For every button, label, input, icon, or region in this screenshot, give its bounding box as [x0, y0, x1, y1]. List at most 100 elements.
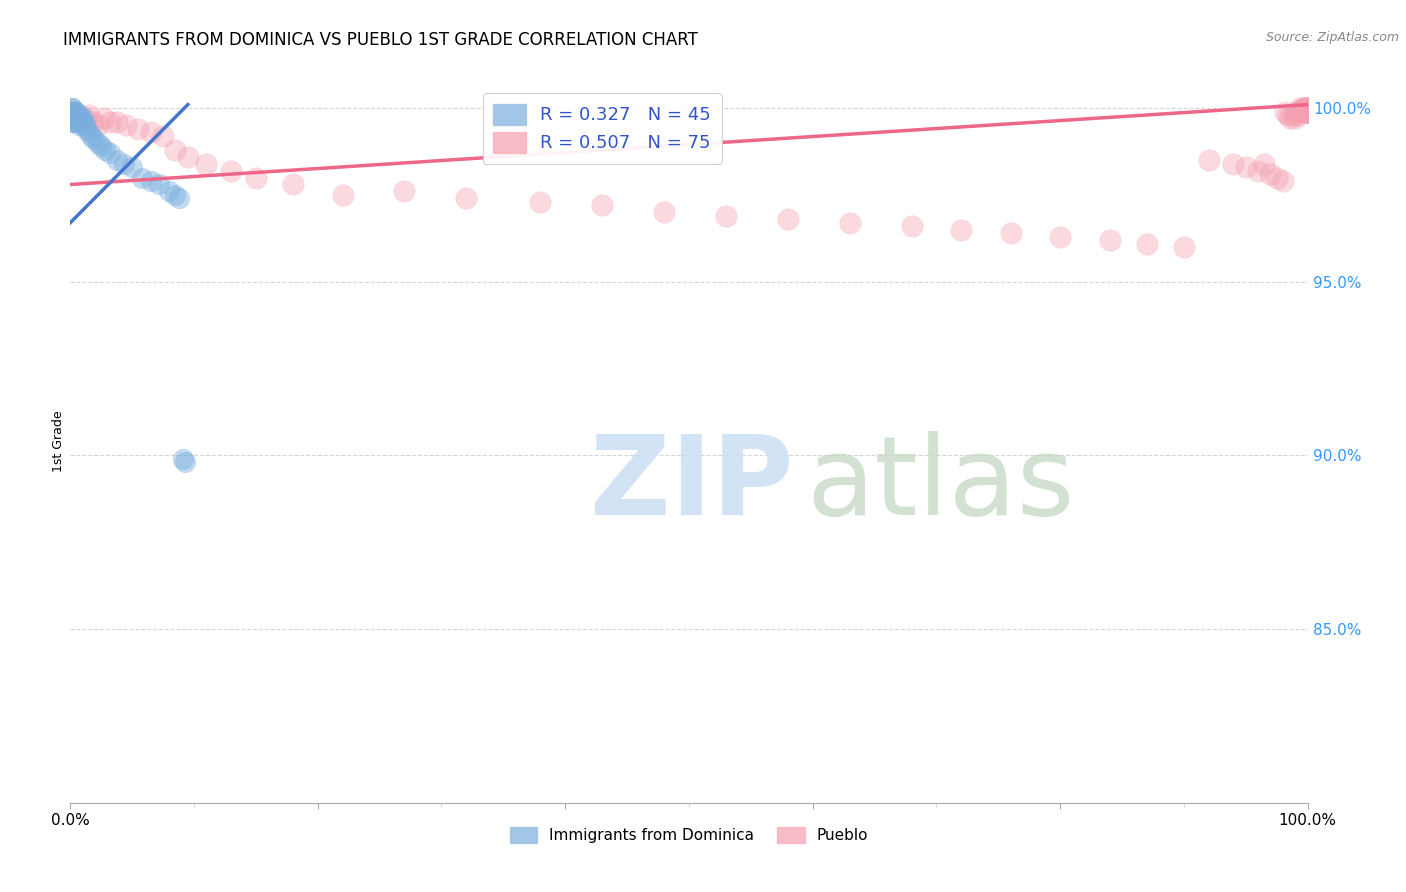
Point: [67, 108, 90, 122]
Point: [167, 191, 190, 205]
Point: [1253, 156, 1275, 170]
Point: [105, 153, 128, 168]
Point: [98, 115, 121, 129]
Point: [219, 163, 242, 178]
Point: [1265, 170, 1288, 185]
Point: [63, 115, 86, 129]
Point: [69, 112, 91, 126]
Point: [1296, 101, 1319, 115]
Point: [1296, 101, 1319, 115]
Point: [1260, 167, 1282, 181]
Point: [152, 128, 174, 143]
Point: [60, 115, 83, 129]
Point: [75, 119, 97, 133]
Point: [714, 209, 737, 223]
Point: [121, 160, 143, 174]
Point: [177, 150, 200, 164]
Point: [172, 451, 194, 466]
Point: [112, 156, 135, 170]
Point: [59, 104, 82, 119]
Point: [83, 132, 105, 146]
Point: [1136, 236, 1159, 251]
Point: [65, 112, 87, 126]
Point: [950, 222, 973, 236]
Point: [1049, 229, 1071, 244]
Point: [65, 112, 87, 126]
Point: [1000, 226, 1022, 240]
Point: [165, 143, 187, 157]
Point: [62, 112, 84, 126]
Point: [70, 115, 93, 129]
Point: [60, 104, 83, 119]
Point: [1286, 108, 1309, 122]
Point: [1274, 104, 1296, 119]
Point: [98, 146, 121, 161]
Point: [195, 156, 218, 170]
Point: [62, 108, 84, 122]
Point: [1296, 104, 1319, 119]
Point: [1234, 160, 1257, 174]
Point: [1296, 101, 1319, 115]
Point: [838, 216, 860, 230]
Point: [67, 108, 90, 122]
Point: [157, 185, 180, 199]
Text: IMMIGRANTS FROM DOMINICA VS PUEBLO 1ST GRADE CORRELATION CHART: IMMIGRANTS FROM DOMINICA VS PUEBLO 1ST G…: [63, 31, 699, 49]
Point: [60, 101, 83, 115]
Point: [1296, 101, 1319, 115]
Point: [82, 115, 104, 129]
Point: [62, 108, 84, 122]
Point: [1292, 104, 1315, 119]
Point: [1173, 240, 1195, 254]
Point: [148, 178, 170, 192]
Point: [60, 108, 83, 122]
Point: [1098, 233, 1121, 247]
Point: [394, 185, 416, 199]
Point: [1222, 156, 1244, 170]
Point: [1288, 104, 1310, 119]
Point: [1285, 104, 1308, 119]
Point: [60, 104, 83, 119]
Point: [1291, 104, 1313, 119]
Point: [776, 212, 799, 227]
Point: [70, 115, 93, 129]
Point: [1296, 101, 1319, 115]
Point: [86, 119, 108, 133]
Point: [65, 104, 87, 119]
Point: [77, 108, 100, 122]
Point: [165, 188, 187, 202]
Point: [60, 101, 83, 115]
Point: [127, 122, 149, 136]
Point: [115, 119, 138, 133]
Point: [1281, 108, 1303, 122]
Point: [63, 104, 86, 119]
Point: [1296, 104, 1319, 119]
Point: [1292, 101, 1315, 115]
Point: [73, 115, 96, 129]
Point: [62, 104, 84, 119]
Point: [77, 125, 100, 139]
Point: [72, 112, 94, 126]
Point: [529, 194, 551, 209]
Point: [652, 205, 675, 219]
Point: [139, 125, 162, 139]
Text: Source: ZipAtlas.com: Source: ZipAtlas.com: [1265, 31, 1399, 45]
Point: [139, 174, 162, 188]
Point: [591, 198, 613, 212]
Point: [1296, 104, 1319, 119]
Point: [94, 143, 117, 157]
Point: [65, 115, 87, 129]
Point: [1294, 104, 1316, 119]
Point: [131, 170, 153, 185]
Point: [174, 455, 197, 469]
Point: [456, 191, 478, 205]
Point: [1284, 112, 1306, 126]
Text: ZIP: ZIP: [591, 432, 793, 539]
Point: [1291, 101, 1313, 115]
Point: [1247, 163, 1270, 178]
Point: [90, 139, 112, 153]
Point: [1296, 104, 1319, 119]
Y-axis label: 1st Grade: 1st Grade: [52, 410, 65, 473]
Point: [1289, 101, 1312, 115]
Point: [1295, 101, 1317, 115]
Point: [1296, 104, 1319, 119]
